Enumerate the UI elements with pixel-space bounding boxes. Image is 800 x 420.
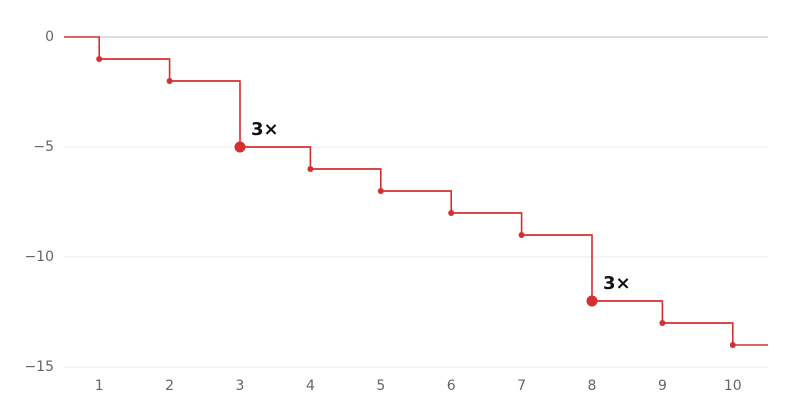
step-point	[307, 166, 314, 172]
step-point	[729, 342, 736, 348]
x-tick-label: 6	[447, 378, 456, 394]
x-tick-label: 5	[376, 378, 385, 394]
step-segment	[592, 300, 733, 324]
step-point	[377, 188, 384, 194]
x-tick-label: 8	[588, 378, 597, 394]
y-tick-label: −10	[24, 249, 54, 265]
step-point	[166, 78, 173, 84]
x-tick-label: 3	[236, 378, 245, 394]
x-tick-label: 1	[95, 378, 104, 394]
x-tick-label: 7	[517, 378, 526, 394]
step-segment	[99, 58, 240, 82]
annotation: 3×	[251, 119, 279, 140]
x-tick-label: 10	[724, 378, 742, 394]
y-tick-label: 0	[45, 29, 54, 45]
step-point	[586, 295, 598, 307]
step-segment	[64, 36, 170, 60]
step-segment	[451, 212, 592, 236]
step-point	[448, 210, 455, 216]
step-segment	[380, 190, 522, 214]
annotation: 3×	[603, 273, 631, 294]
y-tick-label: −5	[33, 139, 54, 155]
step-segment	[310, 168, 452, 192]
step-segment	[240, 146, 381, 170]
x-tick-label: 2	[165, 378, 174, 394]
step-segment	[169, 80, 311, 148]
step-segment	[521, 234, 663, 302]
x-tick-label: 9	[658, 378, 667, 394]
step-point	[234, 141, 246, 153]
y-tick-label: −15	[24, 359, 54, 375]
step-segment	[662, 322, 768, 346]
step-point	[659, 320, 666, 326]
step-point	[96, 56, 103, 62]
x-tick-label: 4	[306, 378, 315, 394]
step-point	[518, 232, 525, 238]
